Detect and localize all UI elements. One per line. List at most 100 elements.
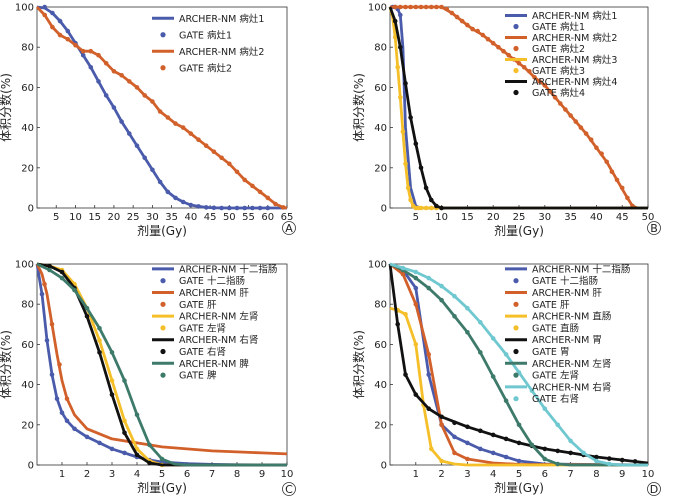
series-point (632, 459, 638, 464)
legend-entry: ARCHER-NM 病灶4 (532, 76, 617, 88)
series-point (88, 65, 94, 70)
series-point (470, 26, 475, 32)
series-point (516, 440, 522, 446)
x-tick-label: 35 (564, 212, 577, 223)
series-point (426, 285, 432, 291)
series-point (490, 374, 496, 379)
legend-entry: GATE 胃 (532, 347, 569, 358)
x-tick-label: 65 (281, 212, 294, 223)
series-point (59, 410, 65, 416)
series-point (614, 177, 620, 183)
series-point (65, 36, 71, 42)
panel-b: 5 10 15 20 25 30 35 40 45 50 0 20 40 60 80 100 剂量(Gy) 体积分… (351, 3, 661, 238)
legend-entry: GATE 左肾 (532, 370, 579, 382)
series-point (49, 372, 55, 377)
series-point (400, 265, 406, 271)
legend-entry: ARCHER-NM 直肠 (532, 311, 611, 323)
series-line (36, 262, 287, 467)
legend-entry: ARCHER-NM 十二指肠 (532, 263, 630, 275)
series-point (97, 350, 102, 355)
series-point (532, 75, 537, 80)
series-line (389, 262, 648, 467)
series-point (134, 85, 140, 90)
series-point (64, 396, 70, 402)
series-point (122, 450, 127, 456)
legend-marker-swatch (513, 301, 519, 307)
x-tick-label: 10 (435, 212, 448, 223)
series-point (403, 161, 408, 167)
series-point (413, 342, 419, 347)
legend-entry: GATE 病灶1 (179, 29, 232, 41)
x-tick-label: 5 (53, 212, 59, 223)
series-point (568, 438, 573, 444)
x-tick-label: 60 (261, 212, 274, 223)
series-point (490, 432, 496, 438)
series-point (439, 283, 444, 289)
series-point (426, 352, 432, 357)
series-point (555, 422, 560, 428)
series-point (122, 418, 127, 424)
y-tick-label: 60 (21, 340, 34, 351)
series-point (180, 125, 186, 130)
series-point (568, 113, 573, 118)
series-point (73, 42, 78, 48)
x-tick-label: 1 (59, 469, 65, 480)
series-point (147, 442, 152, 448)
series-point (529, 442, 535, 448)
series-point (398, 12, 403, 18)
series-point (501, 48, 506, 54)
legend-entry: GATE 病灶2 (532, 43, 585, 55)
y-tick-label: 60 (21, 83, 34, 94)
series-point (619, 457, 625, 463)
panel-letter-circle (282, 482, 296, 496)
y-tick-label: 20 (374, 163, 387, 174)
legend-marker-swatch (513, 45, 519, 52)
legend-entry: ARCHER-NM 胃 (532, 335, 602, 346)
series-point (109, 392, 115, 397)
series-point (465, 22, 470, 28)
series-point (465, 330, 470, 335)
series-line (35, 6, 288, 210)
series-point (134, 143, 140, 148)
legend-entry: ARCHER-NM 病灶1 (532, 10, 617, 22)
series-point (173, 195, 178, 201)
y-tick-label: 0 (28, 204, 34, 215)
series-point (111, 69, 117, 74)
series-point (142, 155, 147, 161)
series-point (478, 320, 483, 325)
x-tick-label: 4 (490, 469, 496, 480)
series-point (552, 95, 558, 100)
panel-letter-circle (647, 221, 661, 235)
x-axis-label: 剂量(Gy) (137, 223, 187, 238)
series-point (413, 269, 419, 275)
series-point (227, 161, 232, 167)
series-point (459, 18, 465, 24)
panel-a: 5 10 15 20 25 30 35 40 45 50 55 60 65 0 20 40 60 80 100 剂量(… (0, 3, 296, 238)
series-point (84, 314, 90, 319)
series-point (398, 4, 403, 10)
series-point (490, 336, 496, 341)
x-tick-label: 2 (84, 469, 90, 480)
x-tick-label: 9 (259, 469, 265, 480)
y-tick-label: 40 (374, 123, 387, 134)
series-point (429, 197, 434, 203)
series-point (50, 24, 55, 30)
legend-marker-swatch (513, 23, 519, 30)
legend-entry: ARCHER-NM 病灶2 (179, 46, 264, 58)
series-point (452, 293, 457, 299)
series-point (242, 205, 247, 211)
x-tick-label: 5 (159, 469, 165, 480)
series-point (196, 204, 201, 209)
legend-marker-swatch (513, 396, 519, 402)
series-point (80, 52, 86, 58)
series-point (398, 95, 403, 100)
series-point (392, 4, 398, 10)
series-point (109, 378, 115, 383)
y-tick-label: 100 (368, 3, 387, 14)
x-tick-label: 55 (242, 212, 255, 223)
series-point (150, 167, 155, 173)
series-point (250, 205, 255, 211)
series-point (426, 406, 432, 412)
series-line (36, 5, 287, 210)
